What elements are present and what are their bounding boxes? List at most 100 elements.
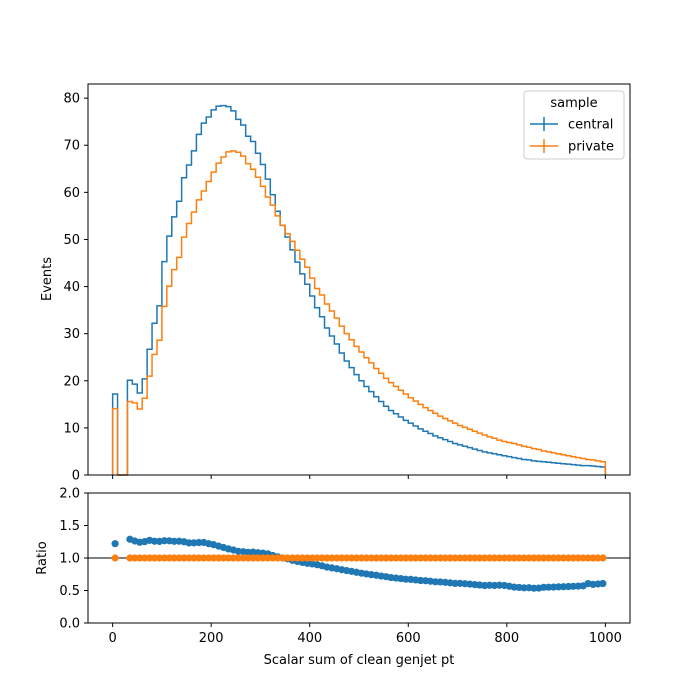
ratio-panel: 0.00.51.01.52.0 0 200 400 600 800 1000 Ratio … xyxy=(35,487,631,668)
ratio-point-private xyxy=(175,554,183,562)
ratio-point-private xyxy=(352,554,361,562)
ratio-point-private xyxy=(594,554,602,562)
ratio-point-private xyxy=(520,554,528,562)
x-tick-label: 200 xyxy=(199,631,224,646)
histogram-private xyxy=(111,150,607,476)
ratio-point-private xyxy=(550,554,558,562)
main-plot-area xyxy=(111,104,607,476)
ratio-point-private xyxy=(303,554,311,562)
x-tick-label: 0 xyxy=(108,631,116,646)
main-y-tick-label: 50 xyxy=(63,233,80,248)
ratio-point-private xyxy=(338,554,346,562)
ratio-point-private xyxy=(554,554,563,562)
ratio-point-private xyxy=(579,554,587,562)
histogram-central xyxy=(111,104,607,476)
main-panel: 0 10 20 30 40 50 60 70 80 Events sample central p… xyxy=(40,83,631,484)
ratio-point-private xyxy=(288,554,297,562)
ratio-point-private xyxy=(471,554,479,562)
main-y-tick-label: 60 xyxy=(63,186,80,201)
ratio-point-private xyxy=(328,554,336,562)
ratio-point-private xyxy=(155,554,164,562)
ratio-point-private xyxy=(348,554,356,562)
ratio-point-private xyxy=(111,554,119,562)
ratio-point-central xyxy=(599,579,607,588)
ratio-point-private xyxy=(323,554,331,562)
ratio-point-private xyxy=(446,554,454,562)
ratio-point-private xyxy=(357,554,366,562)
ratio-point-private xyxy=(412,554,420,562)
ratio-y-tick-label: 1.0 xyxy=(59,552,80,567)
ratio-point-private xyxy=(180,554,188,562)
ratio-point-private xyxy=(402,554,410,562)
ratio-point-private xyxy=(244,554,252,562)
ratio-point-private xyxy=(185,554,193,562)
x-tick-label: 1000 xyxy=(589,631,622,646)
main-y-tick-label: 0 xyxy=(72,469,80,484)
x-tick-label: 400 xyxy=(297,631,322,646)
legend-item-central: central xyxy=(530,117,613,133)
ratio-point-private xyxy=(530,554,538,562)
ratio-point-private xyxy=(421,554,430,562)
ratio-point-private xyxy=(362,554,370,562)
ratio-point-private xyxy=(293,554,302,562)
legend: sample central private xyxy=(523,90,625,160)
ratio-point-private xyxy=(195,554,203,562)
ratio-point-private xyxy=(190,554,198,562)
ratio-point-private xyxy=(495,554,504,562)
ratio-point-private xyxy=(210,554,218,562)
legend-title: sample xyxy=(550,96,597,111)
ratio-point-private xyxy=(170,554,178,562)
ratio-point-private xyxy=(481,554,489,562)
main-y-tick-label: 30 xyxy=(63,327,80,342)
ratio-point-private xyxy=(214,554,223,562)
ratio-point-private xyxy=(416,554,425,562)
ratio-point-private xyxy=(126,554,134,562)
ratio-point-private xyxy=(589,554,597,562)
ratio-y-axis-label: Ratio xyxy=(35,541,50,574)
main-x-ticks xyxy=(112,475,606,479)
main-y-tick-label: 80 xyxy=(63,92,80,107)
ratio-point-private xyxy=(318,554,326,562)
ratio-point-private xyxy=(367,554,375,562)
ratio-point-private xyxy=(131,554,139,562)
ratio-point-private xyxy=(377,554,385,562)
ratio-point-private xyxy=(436,554,444,562)
ratio-point-private xyxy=(333,554,341,562)
ratio-point-private xyxy=(239,554,247,562)
legend-items: central private xyxy=(530,117,614,155)
main-y-tick-label: 10 xyxy=(63,421,80,436)
ratio-y-ticks: 0.0 0.5 1.0 1.5 2.0 xyxy=(59,487,88,632)
ratio-point-private xyxy=(505,554,513,562)
legend-label-central: central xyxy=(568,118,613,133)
main-y-tick-label: 20 xyxy=(63,374,80,389)
ratio-point-private xyxy=(426,554,435,562)
ratio-point-private xyxy=(559,554,568,562)
ratio-point-private xyxy=(145,554,154,562)
ratio-point-private xyxy=(461,554,469,562)
ratio-point-private xyxy=(407,554,415,562)
ratio-point-central xyxy=(111,540,119,548)
ratio-point-private xyxy=(574,554,582,562)
ratio-point-private xyxy=(308,554,316,562)
ratio-point-private xyxy=(141,554,149,562)
ratio-y-tick-label: 2.0 xyxy=(59,487,80,502)
ratio-point-private xyxy=(485,554,494,562)
main-y-ticks: 0 10 20 30 40 50 60 70 80 xyxy=(63,92,88,484)
x-axis-label: Scalar sum of clean genjet pt xyxy=(264,653,455,668)
ratio-point-private xyxy=(535,554,543,562)
ratio-point-private xyxy=(431,554,439,562)
ratio-point-private xyxy=(259,554,267,562)
ratio-point-private xyxy=(224,554,233,562)
ratio-point-private xyxy=(490,554,499,562)
ratio-point-private xyxy=(500,554,508,562)
ratio-point-private xyxy=(387,554,395,562)
ratio-point-private xyxy=(219,554,228,562)
ratio-point-private xyxy=(599,554,607,562)
ratio-point-private xyxy=(283,554,292,562)
ratio-point-private xyxy=(264,554,272,562)
ratio-point-private xyxy=(372,554,380,562)
ratio-point-private xyxy=(569,554,577,562)
ratio-point-private xyxy=(254,554,262,562)
ratio-point-private xyxy=(451,554,459,562)
legend-box xyxy=(523,90,625,160)
